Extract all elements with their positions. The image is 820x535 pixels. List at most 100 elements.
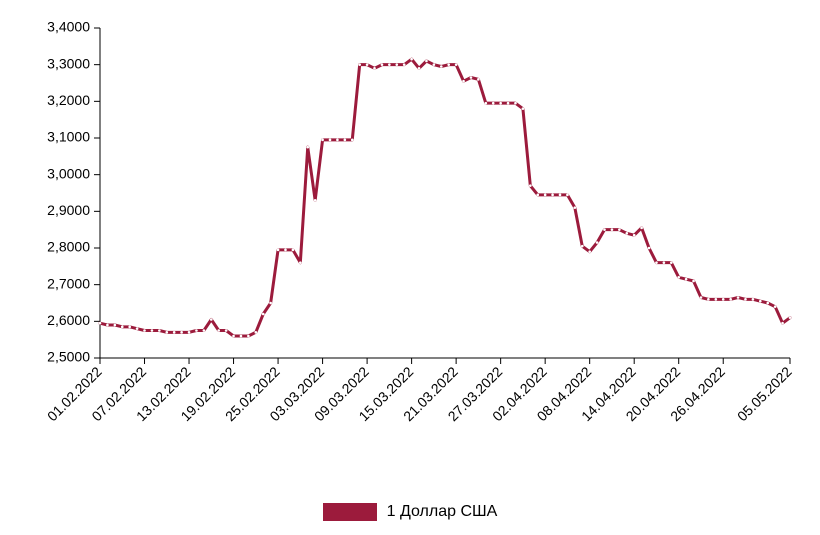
data-point (262, 313, 265, 316)
y-tick-label: 2,9000 (47, 202, 90, 218)
data-point (648, 247, 651, 250)
data-point (203, 329, 206, 332)
data-point (106, 324, 109, 327)
legend-label: 1 Доллар США (387, 503, 498, 521)
data-point (499, 102, 502, 105)
data-point (633, 234, 636, 237)
data-point (151, 329, 154, 332)
data-point (655, 261, 658, 264)
data-point (618, 228, 621, 231)
data-point (388, 63, 391, 66)
y-tick-label: 2,8000 (47, 239, 90, 255)
data-point (188, 331, 191, 334)
series-line (100, 59, 790, 336)
data-point (158, 329, 161, 332)
data-point (225, 329, 228, 332)
data-point (255, 331, 258, 334)
y-tick-label: 3,4000 (47, 19, 90, 35)
data-point (670, 261, 673, 264)
y-tick-label: 3,2000 (47, 92, 90, 108)
data-point (566, 194, 569, 197)
data-point (744, 298, 747, 301)
data-point (707, 298, 710, 301)
y-tick-label: 2,7000 (47, 275, 90, 291)
data-point (329, 139, 332, 142)
data-point (440, 65, 443, 68)
data-point (210, 318, 213, 321)
data-point (603, 228, 606, 231)
data-point (596, 241, 599, 244)
data-point (536, 194, 539, 197)
data-point (410, 58, 413, 61)
data-point (455, 63, 458, 66)
data-point (232, 335, 235, 338)
data-point (522, 107, 525, 110)
data-point (692, 280, 695, 283)
data-point (447, 63, 450, 66)
data-point (774, 305, 777, 308)
line-chart: 2,50002,60002,70002,80002,90003,00003,10… (0, 0, 820, 535)
data-point (752, 298, 755, 301)
data-point (381, 63, 384, 66)
data-point (269, 302, 272, 305)
data-point (99, 322, 102, 325)
y-tick-label: 2,5000 (47, 349, 90, 365)
data-point (314, 199, 317, 202)
data-point (477, 78, 480, 81)
data-point (507, 102, 510, 105)
y-tick-label: 3,3000 (47, 55, 90, 71)
data-point (321, 139, 324, 142)
data-point (165, 331, 168, 334)
data-point (470, 76, 473, 79)
data-point (373, 67, 376, 70)
data-point (299, 261, 302, 264)
data-point (136, 327, 139, 330)
data-point (574, 206, 577, 209)
data-point (195, 329, 198, 332)
data-point (492, 102, 495, 105)
x-tick-label: 05.05.2022 (734, 363, 795, 424)
data-point (366, 63, 369, 66)
data-point (781, 322, 784, 325)
data-point (611, 228, 614, 231)
data-point (551, 194, 554, 197)
data-point (581, 245, 584, 248)
data-point (433, 63, 436, 66)
chart-container: 2,50002,60002,70002,80002,90003,00003,10… (0, 0, 820, 535)
y-tick-label: 2,6000 (47, 312, 90, 328)
data-point (715, 298, 718, 301)
data-point (173, 331, 176, 334)
data-point (351, 139, 354, 142)
data-point (789, 316, 792, 319)
data-point (677, 276, 680, 279)
data-point (663, 261, 666, 264)
data-point (277, 249, 280, 252)
legend: 1 Доллар США (0, 503, 820, 521)
data-point (247, 335, 250, 338)
data-point (559, 194, 562, 197)
data-point (425, 60, 428, 63)
data-point (462, 80, 465, 83)
data-point (729, 298, 732, 301)
data-point (395, 63, 398, 66)
data-point (722, 298, 725, 301)
data-point (700, 296, 703, 299)
y-tick-label: 3,0000 (47, 165, 90, 181)
data-point (240, 335, 243, 338)
data-point (114, 324, 117, 327)
data-point (588, 250, 591, 253)
data-point (121, 326, 124, 329)
data-point (759, 300, 762, 303)
data-point (640, 227, 643, 230)
data-point (180, 331, 183, 334)
data-point (766, 302, 769, 305)
data-point (737, 296, 740, 299)
data-point (358, 63, 361, 66)
data-point (485, 102, 488, 105)
data-point (217, 329, 220, 332)
data-point (306, 146, 309, 149)
data-point (529, 184, 532, 187)
data-point (403, 63, 406, 66)
data-point (143, 329, 146, 332)
data-point (344, 139, 347, 142)
